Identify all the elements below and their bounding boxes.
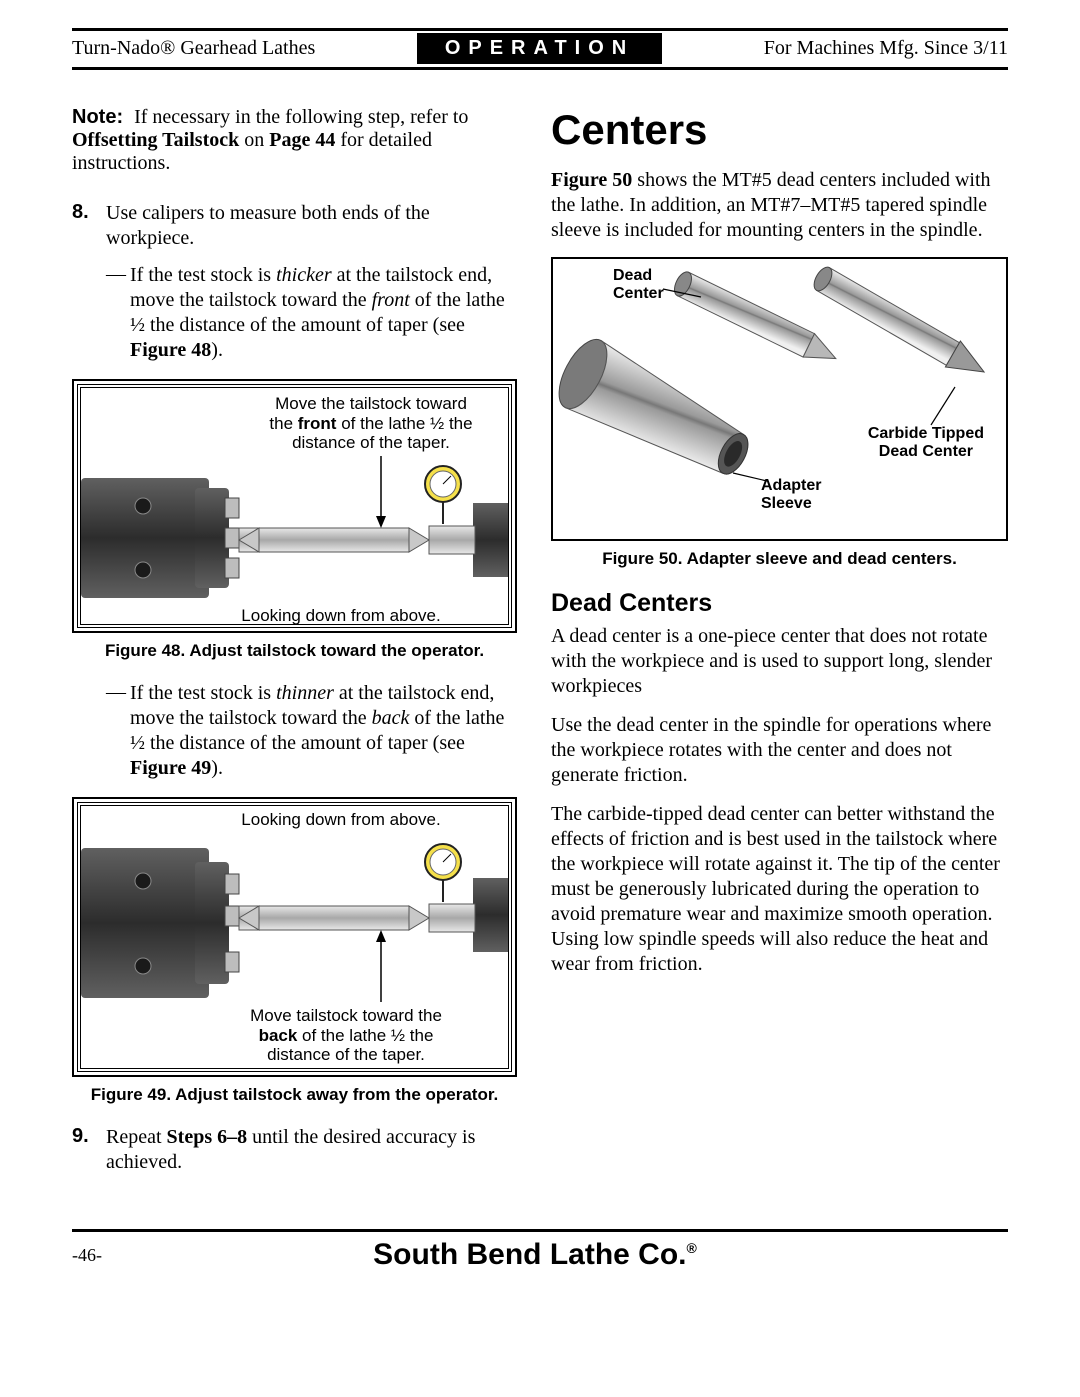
- dash-item-2: — If the test stock is thinner at the ta…: [106, 681, 517, 781]
- t: back: [372, 707, 410, 729]
- t: Move tailstock toward the: [250, 1006, 442, 1025]
- t: ).: [211, 339, 223, 361]
- footer: -46- South Bend Lathe Co.®: [72, 1229, 1008, 1272]
- header-left: Turn-Nado® Gearhead Lathes: [72, 37, 315, 60]
- para-3: Use the dead center in the spindle for o…: [551, 713, 1008, 788]
- dash-body: If the test stock is thinner at the tail…: [130, 681, 517, 781]
- para-4: The carbide-tipped dead center can bette…: [551, 802, 1008, 977]
- reg-mark: ®: [687, 1240, 697, 1256]
- centers-heading: Centers: [551, 106, 1008, 154]
- fig50-diagram: [553, 259, 1005, 539]
- t: Figure 50: [551, 169, 632, 191]
- brand-text: South Bend Lathe Co.: [373, 1238, 686, 1271]
- fig48-diagram: [81, 388, 511, 628]
- note-text: If necessary in the following step, refe…: [129, 106, 468, 128]
- note-bold: Offsetting Tailstock: [72, 129, 239, 151]
- t: ).: [211, 757, 223, 779]
- header-right: For Machines Mfg. Since 3/11: [764, 37, 1008, 60]
- step-8: 8. Use calipers to measure both ends of …: [72, 201, 517, 251]
- t: Figure 48: [130, 339, 211, 361]
- dash-mark: —: [106, 263, 130, 363]
- para-2: A dead center is a one-piece center that…: [551, 624, 1008, 699]
- header-center: OPERATION: [417, 33, 662, 64]
- t: Repeat: [106, 1126, 167, 1148]
- figure-48-caption: Figure 48. Adjust tailstock toward the o…: [72, 641, 517, 661]
- figure-50-caption: Figure 50. Adapter sleeve and dead cente…: [551, 549, 1008, 569]
- dash-item-1: — If the test stock is thicker at the ta…: [106, 263, 517, 363]
- t: If the test stock is: [130, 264, 276, 286]
- t: thicker: [276, 264, 332, 286]
- t: If the test stock is: [130, 682, 276, 704]
- step-text: Use calipers to measure both ends of the…: [106, 201, 517, 251]
- para-1: Figure 50 shows the MT#5 dead centers in…: [551, 168, 1008, 243]
- figure-49: Looking down from above.: [72, 797, 517, 1077]
- page-number: -46-: [72, 1245, 102, 1266]
- dash-mark: —: [106, 681, 130, 781]
- t: front: [372, 289, 410, 311]
- fig48-bottom-text: Looking down from above.: [231, 606, 451, 626]
- t: Steps 6–8: [167, 1126, 248, 1148]
- step-text: Repeat Steps 6–8 until the desired accur…: [106, 1125, 517, 1175]
- t: Figure 49: [130, 757, 211, 779]
- dead-centers-heading: Dead Centers: [551, 589, 1008, 618]
- page-columns: Note: If necessary in the following step…: [72, 106, 1008, 1187]
- brand: South Bend Lathe Co.®: [102, 1238, 968, 1272]
- t: distance of the taper.: [267, 1045, 425, 1064]
- note-text2: on: [239, 129, 269, 151]
- note-bold2: Page 44: [269, 129, 335, 151]
- note-block: Note: If necessary in the following step…: [72, 106, 517, 175]
- t: back: [259, 1026, 298, 1045]
- figure-48: Move the tailstock toward the front of t…: [72, 379, 517, 633]
- t: of the lathe ½ the: [297, 1026, 433, 1045]
- step-9: 9. Repeat Steps 6–8 until the desired ac…: [72, 1125, 517, 1175]
- figure-49-caption: Figure 49. Adjust tailstock away from th…: [72, 1085, 517, 1105]
- dash-body: If the test stock is thicker at the tail…: [130, 263, 517, 363]
- left-column: Note: If necessary in the following step…: [72, 106, 517, 1187]
- fig49-bottom-text: Move tailstock toward the back of the la…: [231, 1006, 461, 1065]
- figure-50: DeadCenter Carbide TippedDead Center Ada…: [551, 257, 1008, 541]
- header-bar: Turn-Nado® Gearhead Lathes OPERATION For…: [72, 28, 1008, 70]
- right-column: Centers Figure 50 shows the MT#5 dead ce…: [551, 106, 1008, 1187]
- t: thinner: [276, 682, 334, 704]
- step-num: 8.: [72, 201, 106, 251]
- note-label: Note:: [72, 106, 123, 128]
- step-num: 9.: [72, 1125, 106, 1175]
